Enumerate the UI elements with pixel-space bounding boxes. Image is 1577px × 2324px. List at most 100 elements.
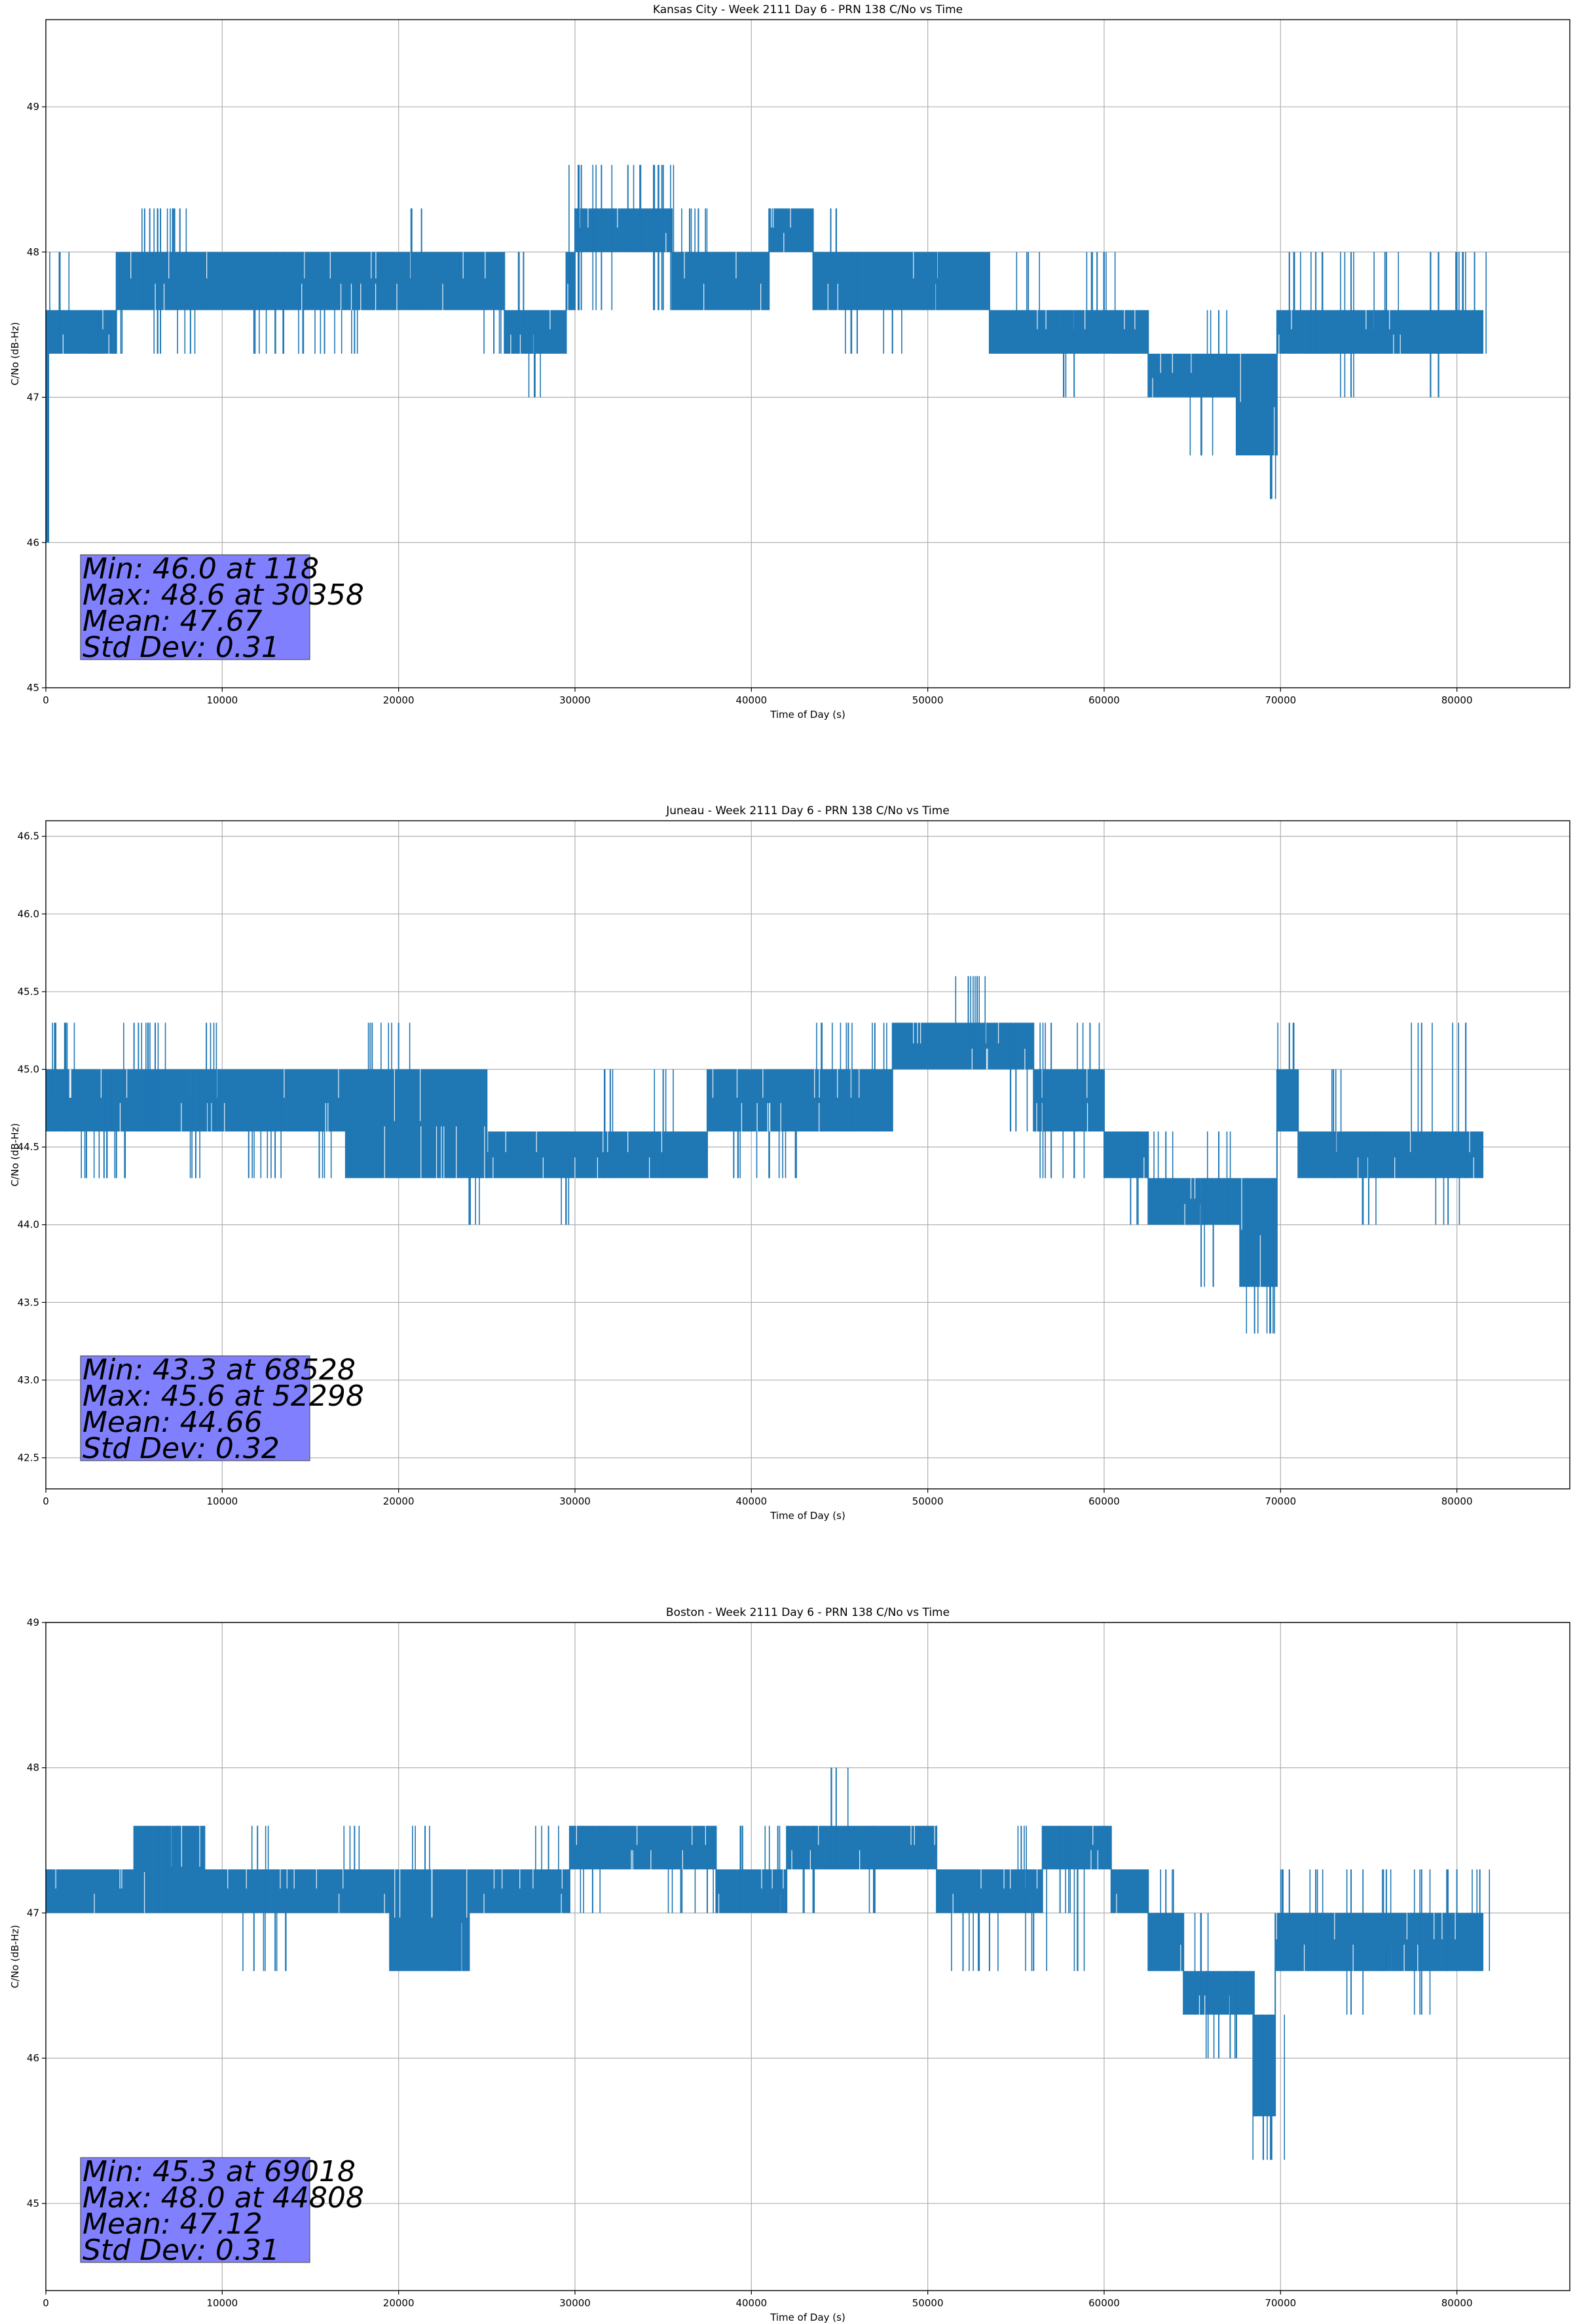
trace-gap <box>1116 1894 1117 1913</box>
trace-gap <box>1086 1102 1088 1132</box>
y-tick-label: 49 <box>27 101 39 113</box>
y-tick-label: 48 <box>27 246 39 258</box>
trace-gap <box>1198 1995 1200 2015</box>
trace-gap <box>1400 334 1401 354</box>
trace-gap <box>206 1102 208 1132</box>
trace-gap <box>143 1871 145 1913</box>
x-tick-label: 30000 <box>559 2297 591 2309</box>
x-axis-label: Time of Day (s) <box>770 709 845 721</box>
trace-band <box>787 1826 937 1869</box>
trace-band <box>1276 1069 1299 1132</box>
trace-band <box>1104 1131 1149 1178</box>
trace-gap <box>1092 1826 1094 1845</box>
y-tick-label: 46 <box>27 536 39 548</box>
x-tick-label: 80000 <box>1441 694 1473 706</box>
trace-gap <box>1086 1069 1088 1098</box>
trace-gap <box>1024 1048 1026 1070</box>
trace-gap <box>814 1069 815 1098</box>
trace-gap <box>532 1869 534 1889</box>
y-tick-label: 45 <box>27 2198 39 2209</box>
x-tick-label: 40000 <box>735 694 767 706</box>
axes-frame <box>45 1622 1570 2291</box>
trace-gap <box>492 1157 494 1178</box>
trace-gap <box>914 1826 915 1845</box>
trace-gap <box>325 1102 326 1132</box>
trace-gap <box>952 1894 954 1913</box>
trace-gap <box>375 252 377 279</box>
y-tick-label: 46 <box>27 2052 39 2064</box>
trace-band <box>46 1869 134 1913</box>
trace-gap <box>703 284 705 310</box>
trace-gap <box>119 1102 121 1132</box>
trace-band <box>707 1069 813 1132</box>
trace-gap <box>483 1894 485 1913</box>
y-tick-label: 46.5 <box>18 831 39 842</box>
trace-gap <box>384 1126 385 1178</box>
trace-gap <box>1365 310 1367 329</box>
x-tick-label: 30000 <box>559 694 591 706</box>
trace-gap <box>1090 1850 1092 1869</box>
trace-gap <box>997 1022 999 1043</box>
trace-gap <box>917 1022 918 1043</box>
trace-band <box>1240 1178 1277 1287</box>
trace-gap <box>1204 1995 1206 2015</box>
trace-gap <box>1393 334 1394 354</box>
trace-gap <box>487 1131 489 1152</box>
trace-gap <box>617 208 618 228</box>
trace-gap <box>102 310 103 329</box>
trace-gap <box>1276 1913 1277 1940</box>
y-tick-label: 45.0 <box>18 1064 39 1076</box>
stats-line: Max: 45.6 at 52298 <box>83 1379 364 1413</box>
trace-gap <box>561 1869 563 1889</box>
trace-gap <box>1403 1944 1405 1972</box>
trace-band <box>158 1069 346 1132</box>
trace-gap <box>913 252 914 279</box>
stats-line: Mean: 47.12 <box>83 2207 263 2241</box>
trace-band <box>1033 1069 1104 1132</box>
trace-band <box>574 208 673 252</box>
trace-band <box>1111 1869 1149 1913</box>
trace-band <box>1148 354 1236 398</box>
trace-gap <box>286 1869 288 1889</box>
trace-band <box>204 1869 390 1913</box>
trace-gap <box>910 1826 912 1845</box>
x-tick-label: 40000 <box>735 2297 767 2309</box>
trace-gap <box>859 1850 861 1869</box>
trace-gap <box>466 1869 468 1918</box>
trace-band <box>1298 1131 1484 1178</box>
trace-gap <box>1259 1235 1261 1287</box>
trace-gap <box>206 252 208 279</box>
trace-gap <box>627 1131 629 1152</box>
x-tick-label: 50000 <box>912 694 944 706</box>
trace-band <box>46 1069 111 1132</box>
trace-gap <box>1180 1944 1181 1972</box>
trace-gap <box>1394 1157 1396 1178</box>
stats-line: Min: 43.3 at 68528 <box>83 1353 356 1387</box>
x-tick-label: 60000 <box>1088 694 1120 706</box>
trace-gap <box>837 1069 838 1098</box>
trace-gap <box>1041 1102 1043 1132</box>
trace-gap <box>375 284 377 310</box>
trace-gap <box>399 1869 401 1918</box>
x-tick-label: 70000 <box>1265 694 1296 706</box>
trace-gap <box>818 1826 819 1845</box>
x-axis-label: Time of Day (s) <box>770 1510 845 1522</box>
trace-gap <box>199 1826 200 1867</box>
trace-gap <box>1335 1131 1337 1152</box>
y-tick-label: 49 <box>27 1617 39 1628</box>
trace-gap <box>587 208 589 228</box>
trace-gap <box>761 1869 762 1889</box>
stats-line: Mean: 44.66 <box>83 1406 263 1439</box>
trace-gap <box>119 1869 121 1889</box>
trace-band <box>111 1069 159 1132</box>
stats-line: Std Dev: 0.31 <box>83 2234 280 2267</box>
x-tick-label: 50000 <box>912 1495 944 1507</box>
chart-title: Juneau - Week 2111 Day 6 - PRN 138 C/No … <box>665 804 950 817</box>
x-tick-label: 60000 <box>1088 2297 1120 2309</box>
y-tick-label: 42.5 <box>18 1452 39 1464</box>
x-tick-label: 10000 <box>206 694 238 706</box>
trace-gap <box>510 334 511 354</box>
stats-line: Max: 48.0 at 44808 <box>83 2181 364 2215</box>
trace-gap <box>783 233 785 252</box>
